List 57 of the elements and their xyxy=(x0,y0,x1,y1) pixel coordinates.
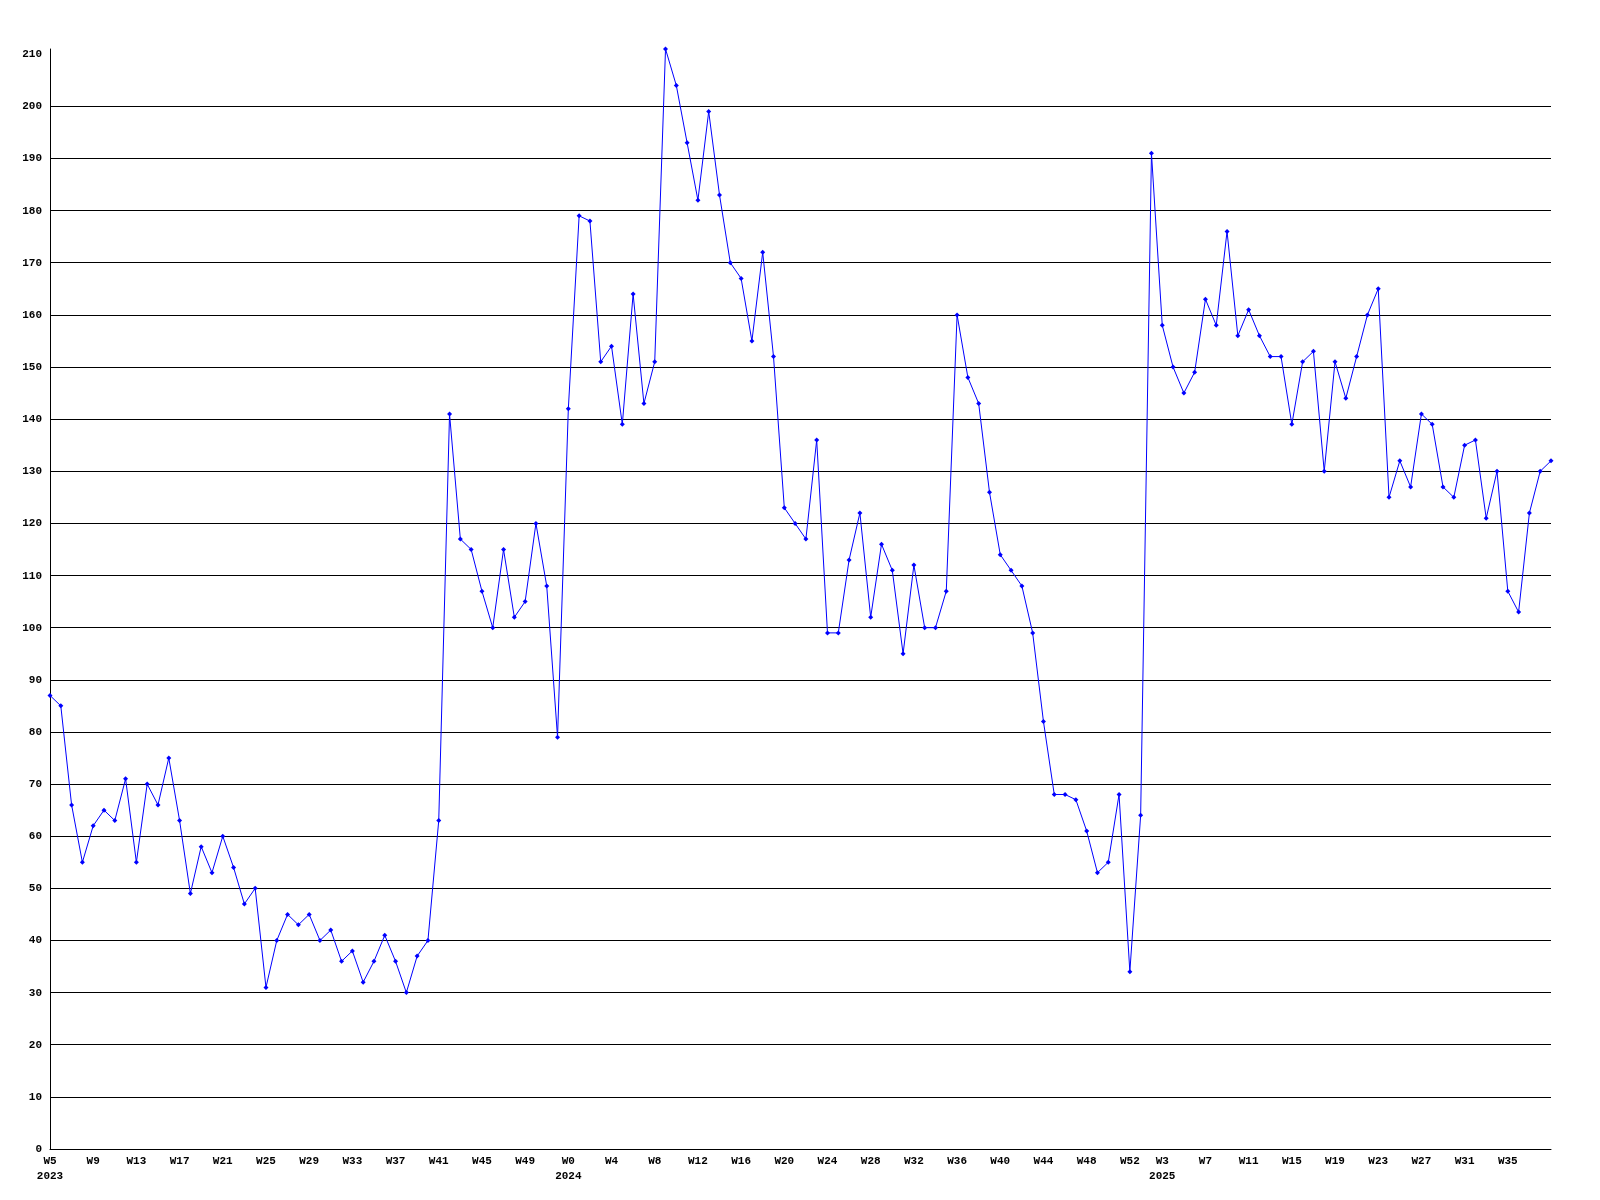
y-tick-label: 170 xyxy=(22,256,42,269)
y-tick-label: 110 xyxy=(22,569,42,582)
x-tick-label: W13 xyxy=(126,1154,147,1167)
x-tick-label: W8 xyxy=(648,1154,662,1167)
x-tick-label: W44 xyxy=(1033,1154,1054,1167)
x-tick-label: W12 xyxy=(688,1154,708,1167)
y-tick-label: 160 xyxy=(22,308,42,321)
x-tick-label: W49 xyxy=(515,1154,536,1167)
x-tick-label: W11 xyxy=(1238,1154,1259,1167)
y-tick-label: 100 xyxy=(22,621,42,634)
x-tick-label: W48 xyxy=(1076,1154,1097,1167)
x-tick-label: W25 xyxy=(256,1154,277,1167)
x-tick-label: W17 xyxy=(169,1154,190,1167)
x-tick-label: W7 xyxy=(1198,1154,1213,1167)
y-tick-label: 200 xyxy=(22,100,42,113)
x-tick-label: W27 xyxy=(1411,1154,1432,1167)
y-tick-label: 80 xyxy=(28,725,42,738)
x-tick-label: W33 xyxy=(342,1154,363,1167)
x-tick-label: W24 xyxy=(817,1154,838,1167)
x-tick-label: W5 2023 xyxy=(36,1154,64,1182)
y-tick-label: 40 xyxy=(28,934,42,947)
x-tick-label: W15 xyxy=(1281,1154,1303,1167)
y-tick-label: 0 xyxy=(35,1143,42,1155)
y-tick-label: 190 xyxy=(22,152,42,165)
x-tick-label: W4 xyxy=(604,1154,619,1167)
y-tick-label: 120 xyxy=(22,517,42,530)
y-tick-label: 20 xyxy=(28,1038,42,1051)
x-tick-label: W21 xyxy=(212,1154,234,1167)
x-tick-label: W41 xyxy=(428,1154,450,1167)
x-tick-label: W29 xyxy=(299,1154,320,1167)
x-tick-label: W3 2025 xyxy=(1149,1154,1176,1182)
x-tick-label: W31 xyxy=(1454,1154,1475,1167)
y-tick-label: 140 xyxy=(22,413,42,426)
x-tick-label: W45 xyxy=(472,1154,493,1167)
x-tick-label: W36 xyxy=(947,1154,967,1167)
x-tick-label: W37 xyxy=(385,1154,406,1167)
y-tick-label: 130 xyxy=(22,465,42,478)
y-tick-label: 60 xyxy=(28,830,42,843)
x-tick-label: W16 xyxy=(731,1154,752,1167)
x-tick-label: W32 xyxy=(903,1154,924,1167)
x-tick-label: W28 xyxy=(860,1154,881,1167)
x-tick-label: W23 xyxy=(1368,1154,1389,1167)
x-tick-label: W52 xyxy=(1119,1154,1140,1167)
y-tick-label: 90 xyxy=(28,673,42,686)
y-tick-label: 50 xyxy=(28,882,42,895)
x-tick-label: W20 xyxy=(774,1154,795,1167)
y-tick-label: 210 xyxy=(22,48,42,61)
y-tick-label: 10 xyxy=(28,1090,42,1103)
x-tick-label: W19 xyxy=(1325,1154,1345,1167)
y-tick-label: 180 xyxy=(22,204,42,217)
x-tick-label: W35 xyxy=(1497,1154,1519,1167)
y-tick-label: 30 xyxy=(28,986,42,999)
y-tick-label: 150 xyxy=(22,361,42,374)
x-tick-label: W9 xyxy=(86,1154,100,1167)
x-tick-label: W40 xyxy=(990,1154,1011,1167)
x-tick-label: W0 2024 xyxy=(555,1154,582,1182)
y-tick-label: 70 xyxy=(28,778,42,791)
